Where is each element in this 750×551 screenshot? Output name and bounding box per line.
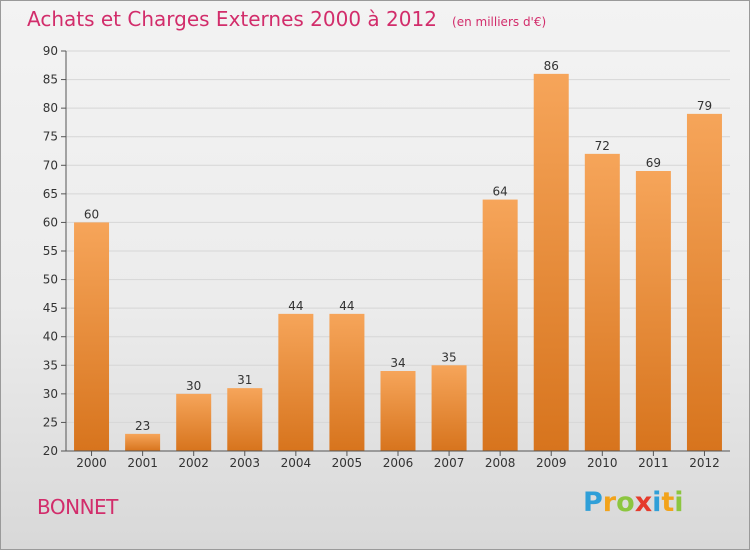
x-tick-label: 2010: [587, 456, 618, 470]
bar-2002: [176, 393, 212, 451]
y-tick-label: 40: [43, 330, 58, 344]
grid-lines: [66, 50, 730, 423]
data-label-2004: 44: [288, 299, 303, 313]
x-tick-label: 2003: [229, 456, 260, 470]
logo-letter: P: [583, 487, 603, 518]
x-tick-label: 2009: [536, 456, 567, 470]
labels: 20 25 30 35 40 45 50 55 60 65 70 75 80 85 90 60 2000 23 20…: [43, 44, 720, 470]
data-label-2001: 23: [135, 419, 150, 433]
commune-name: BONNET: [37, 495, 118, 519]
data-label-2003: 31: [237, 373, 252, 387]
y-tick-label: 50: [43, 273, 58, 287]
bar-2004: [278, 313, 314, 451]
x-tick-label: 2000: [76, 456, 107, 470]
logo-letter: x: [634, 487, 653, 518]
y-tick-label: 90: [43, 44, 58, 58]
data-label-2007: 35: [441, 350, 456, 364]
y-tick-label: 55: [43, 244, 58, 258]
axes: [61, 50, 730, 456]
chart-title-block: Achats et Charges Externes 2000 à 2012 (…: [27, 7, 546, 31]
x-tick-label: 2001: [127, 456, 158, 470]
y-tick-label: 75: [43, 130, 58, 144]
y-tick-label: 65: [43, 187, 58, 201]
data-label-2000: 60: [84, 207, 99, 221]
logo-letter: t: [661, 487, 675, 518]
logo-letter: i: [674, 487, 684, 518]
bar-2007: [431, 365, 467, 451]
y-tick-label: 35: [43, 358, 58, 372]
data-label-2002: 30: [186, 379, 201, 393]
bar-2006: [380, 371, 416, 451]
data-label-2010: 72: [595, 139, 610, 153]
x-tick-label: 2006: [383, 456, 414, 470]
data-label-2011: 69: [646, 156, 661, 170]
y-tick-label: 70: [43, 158, 58, 172]
data-label-2006: 34: [390, 356, 405, 370]
bar-2001: [125, 433, 161, 451]
data-label-2012: 79: [697, 99, 712, 113]
x-tick-label: 2012: [689, 456, 720, 470]
logo-letter: r: [602, 487, 617, 518]
y-tick-label: 30: [43, 387, 58, 401]
bar-2003: [227, 388, 263, 451]
x-tick-label: 2011: [638, 456, 669, 470]
x-tick-label: 2002: [178, 456, 209, 470]
y-tick-label: 80: [43, 101, 58, 115]
chart-subtitle: (en milliers d'€): [452, 15, 547, 29]
y-tick-label: 85: [43, 73, 58, 87]
x-tick-label: 2008: [485, 456, 516, 470]
bar-2000: [74, 222, 110, 451]
logo-letter: o: [616, 487, 635, 518]
data-label-2009: 86: [544, 59, 559, 73]
bar-2008: [482, 199, 518, 451]
x-tick-label: 2004: [281, 456, 312, 470]
bar-2010: [584, 153, 620, 451]
data-label-2008: 64: [493, 185, 508, 199]
x-tick-label: 2005: [332, 456, 363, 470]
y-tick-label: 25: [43, 415, 58, 429]
data-label-2005: 44: [339, 299, 354, 313]
x-tick-label: 2007: [434, 456, 465, 470]
chart-title: Achats et Charges Externes 2000 à 2012: [27, 7, 437, 31]
bars: [74, 73, 722, 451]
bar-2012: [686, 113, 722, 451]
bar-2009: [533, 73, 569, 451]
bar-2005: [329, 313, 365, 451]
logo-letter: i: [652, 487, 662, 518]
y-tick-label: 60: [43, 215, 58, 229]
y-tick-label: 45: [43, 301, 58, 315]
bar-2011: [635, 171, 671, 451]
proxiti-logo: Proxiti: [583, 487, 684, 518]
y-tick-label: 20: [43, 444, 58, 458]
